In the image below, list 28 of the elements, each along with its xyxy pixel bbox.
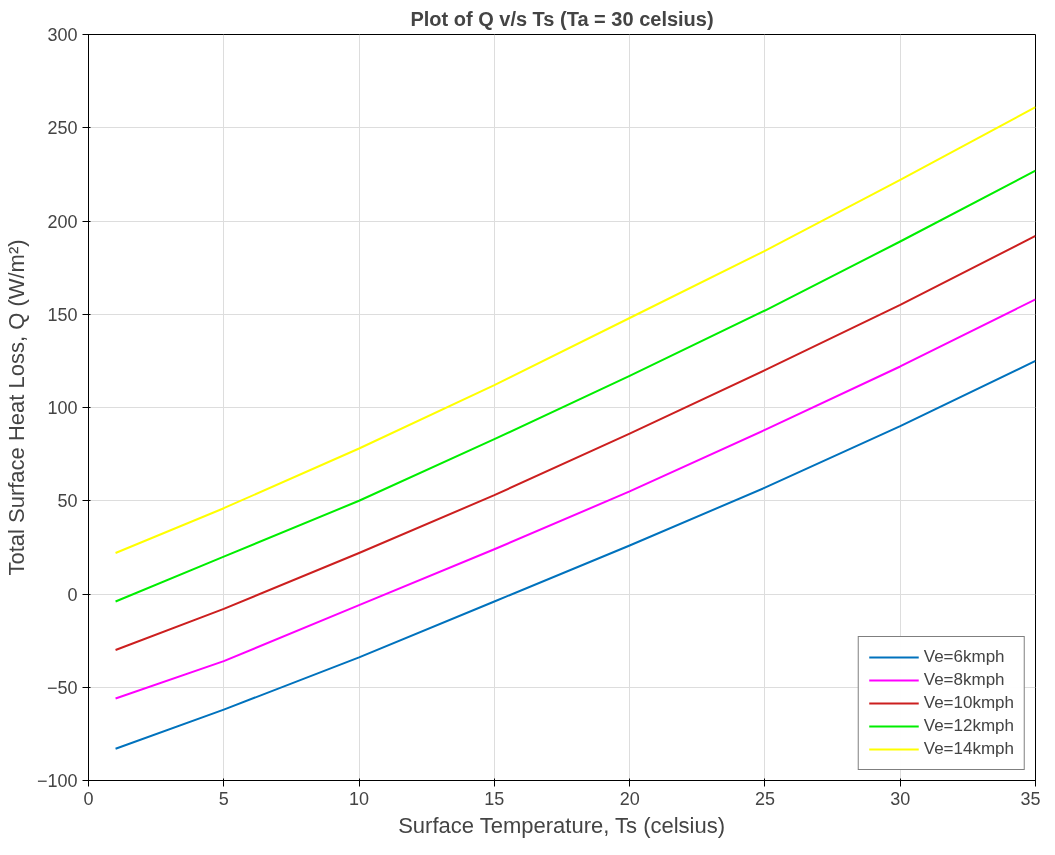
y-tick-label: −100 [36, 771, 78, 791]
y-tick-label: 50 [57, 491, 78, 512]
y-tick-label: −50 [46, 677, 78, 698]
x-tick-label: 10 [349, 788, 370, 809]
y-axis-title: Total Surface Heat Loss, Q (W/m²) [3, 239, 29, 576]
x-tick-label: 20 [619, 788, 640, 809]
legend-label: Ve=6kmph [923, 647, 1005, 667]
legend-label: Ve=8kmph [923, 670, 1005, 690]
x-tick-label: 15 [484, 788, 505, 809]
y-tick-label: 0 [67, 584, 78, 605]
x-axis-title: Surface Temperature, Ts (celsius) [398, 812, 726, 838]
legend-label: Ve=10kmph [923, 693, 1014, 713]
x-tick-label: 0 [83, 788, 94, 809]
y-tick-label: 100 [47, 398, 78, 418]
x-tick-label: 35 [1020, 788, 1041, 809]
y-tick-label: 200 [47, 211, 78, 232]
y-tick-label: 150 [47, 304, 78, 325]
line-series [114, 169, 1036, 603]
line-series [114, 234, 1036, 651]
chart-title: Plot of Q v/s Ts (Ta = 30 celsius) [410, 7, 714, 30]
y-tick-label: 250 [47, 118, 78, 139]
x-tick-label: 5 [218, 788, 229, 809]
x-tick-label: 30 [890, 788, 911, 809]
legend-label: Ve=12kmph [923, 716, 1014, 736]
y-tick-label: 300 [47, 25, 78, 45]
x-tick-label: 25 [754, 788, 775, 809]
line-series [114, 106, 1036, 554]
legend-label: Ve=14kmph [923, 739, 1014, 759]
